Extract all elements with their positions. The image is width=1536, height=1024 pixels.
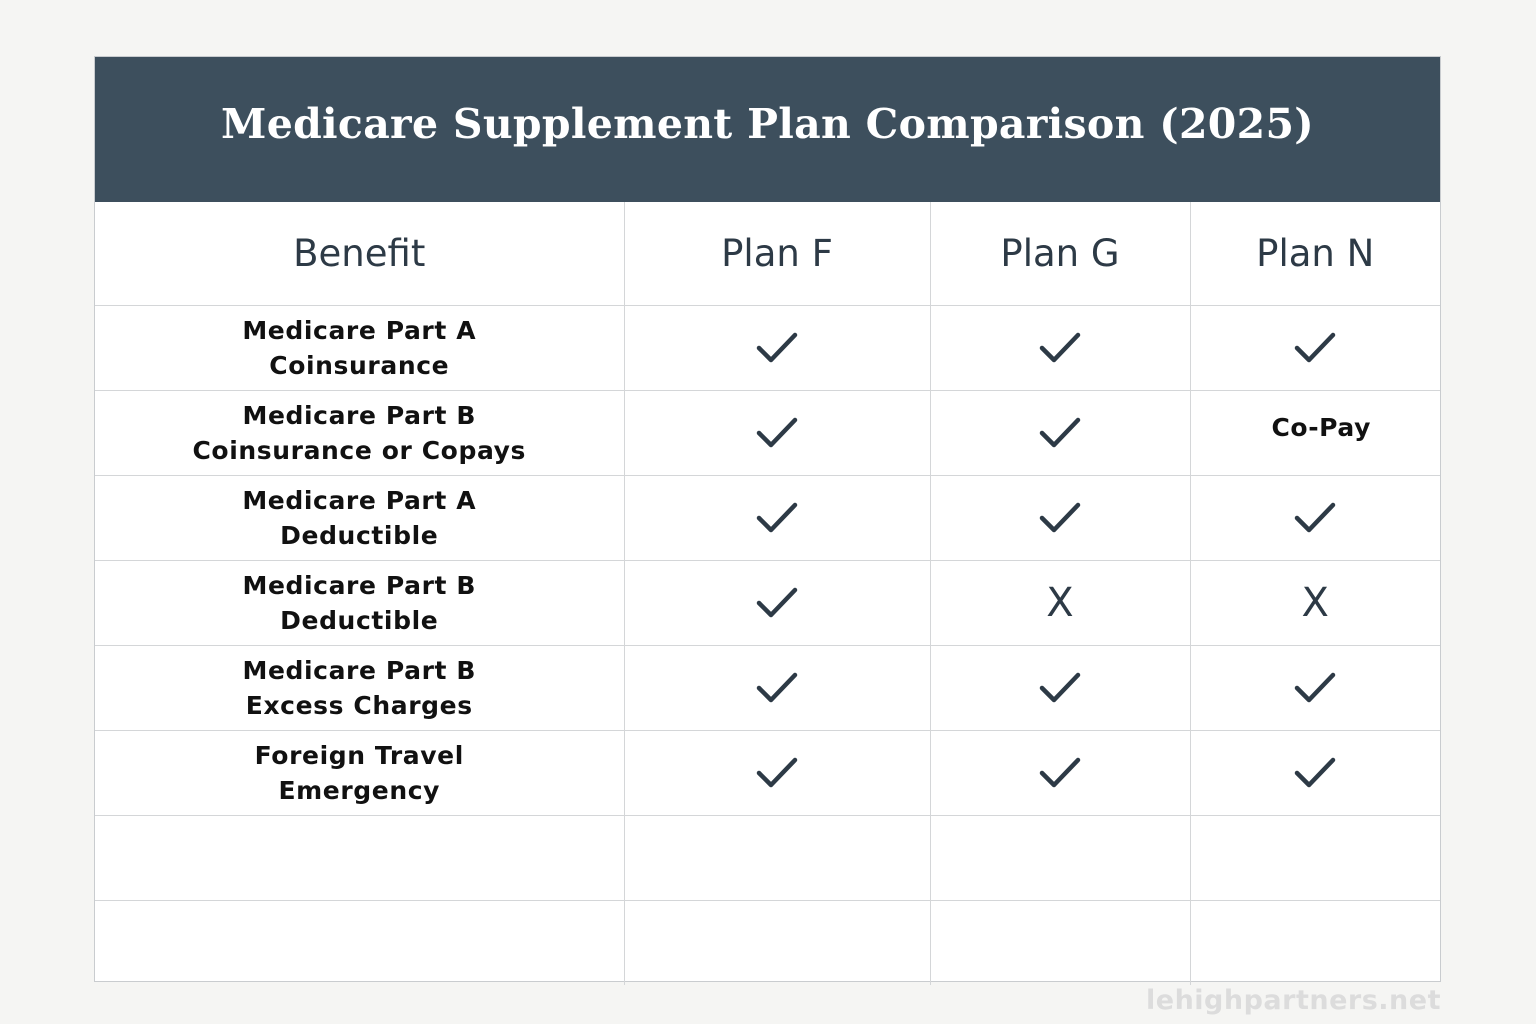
empty-row: [95, 815, 1440, 901]
benefit-line-2: Excess Charges: [245, 691, 473, 720]
checkmark-icon: [755, 415, 799, 451]
copay-label: Co-Pay: [1271, 412, 1372, 442]
cell-f: [623, 560, 931, 646]
cell-f: [623, 730, 931, 816]
checkmark-icon: [1293, 755, 1337, 791]
comparison-table: Benefit Plan F Plan G Plan N Medicare Pa…: [95, 202, 1440, 985]
checkmark-icon: [755, 670, 799, 706]
checkmark-icon: [1038, 330, 1082, 366]
checkmark-icon: [1293, 670, 1337, 706]
benefit-line-2: Deductible: [280, 521, 439, 550]
empty-cell: [623, 815, 931, 901]
cell-f: [623, 645, 931, 731]
table-body: Medicare Part A Coinsurance Medicare Part …: [95, 305, 1440, 985]
benefit-line-2: Deductible: [280, 606, 439, 635]
table-row: Medicare Part B Deductible X X: [95, 560, 1440, 646]
x-mark-icon: X: [1301, 580, 1329, 626]
empty-cell: [929, 815, 1191, 901]
cell-f: [623, 390, 931, 476]
benefit-line-2: Emergency: [278, 776, 441, 805]
empty-cell: [95, 900, 625, 985]
checkmark-icon: [755, 755, 799, 791]
checkmark-icon: [755, 500, 799, 536]
benefit-line-1: Medicare Part B: [242, 571, 477, 600]
benefit-cell: Foreign Travel Emergency: [95, 730, 625, 816]
benefit-line-1: Medicare Part B: [242, 656, 477, 685]
benefit-cell: Medicare Part A Deductible: [95, 475, 625, 561]
header-plan-n: Plan N: [1189, 202, 1440, 306]
cell-g: [929, 390, 1191, 476]
benefit-line-2: Coinsurance or Copays: [192, 436, 527, 465]
table-row: Medicare Part A Deductible: [95, 475, 1440, 561]
cell-n: [1189, 305, 1440, 391]
empty-cell: [929, 900, 1191, 985]
cell-n: X: [1189, 560, 1440, 646]
benefit-cell: Medicare Part B Excess Charges: [95, 645, 625, 731]
benefit-cell: Medicare Part B Coinsurance or Copays: [95, 390, 625, 476]
checkmark-icon: [755, 585, 799, 621]
empty-cell: [1189, 815, 1440, 901]
checkmark-icon: [1038, 500, 1082, 536]
table-row: Medicare Part A Coinsurance: [95, 305, 1440, 391]
header-row: Benefit Plan F Plan G Plan N: [95, 202, 1440, 306]
checkmark-icon: [1038, 670, 1082, 706]
checkmark-icon: [1038, 755, 1082, 791]
cell-n: [1189, 475, 1440, 561]
x-mark-icon: X: [1046, 580, 1074, 626]
empty-cell: [95, 815, 625, 901]
benefit-cell: Medicare Part A Coinsurance: [95, 305, 625, 391]
benefit-line-1: Medicare Part A: [242, 486, 477, 515]
cell-f: [623, 475, 931, 561]
benefit-line-1: Medicare Part A: [242, 316, 477, 345]
title-bar: Medicare Supplement Plan Comparison (202…: [95, 57, 1440, 202]
cell-g: [929, 730, 1191, 816]
benefit-line-1: Foreign Travel: [254, 741, 464, 770]
table-row: Medicare Part B Excess Charges: [95, 645, 1440, 731]
checkmark-icon: [1293, 330, 1337, 366]
cell-g: [929, 475, 1191, 561]
table-row: Medicare Part B Coinsurance or Copays Co-P…: [95, 390, 1440, 476]
page-title: Medicare Supplement Plan Comparison (202…: [221, 99, 1314, 148]
empty-cell: [1189, 900, 1440, 985]
cell-f: [623, 305, 931, 391]
cell-n: [1189, 730, 1440, 816]
cell-n: Co-Pay: [1189, 390, 1440, 476]
cell-g: [929, 645, 1191, 731]
cell-g: X: [929, 560, 1191, 646]
benefit-cell: Medicare Part B Deductible: [95, 560, 625, 646]
benefit-line-2: Coinsurance: [269, 351, 450, 380]
checkmark-icon: [755, 330, 799, 366]
checkmark-icon: [1293, 500, 1337, 536]
empty-row: [95, 900, 1440, 985]
cell-g: [929, 305, 1191, 391]
table-row: Foreign Travel Emergency: [95, 730, 1440, 816]
comparison-table-card: Medicare Supplement Plan Comparison (202…: [94, 56, 1441, 985]
benefit-line-1: Medicare Part B: [242, 401, 477, 430]
header-plan-f: Plan F: [623, 202, 931, 306]
watermark: lehighpartners.net: [1146, 985, 1441, 1016]
header-plan-g: Plan G: [929, 202, 1191, 306]
checkmark-icon: [1038, 415, 1082, 451]
empty-cell: [623, 900, 931, 985]
header-benefit: Benefit: [95, 202, 625, 306]
cell-n: [1189, 645, 1440, 731]
